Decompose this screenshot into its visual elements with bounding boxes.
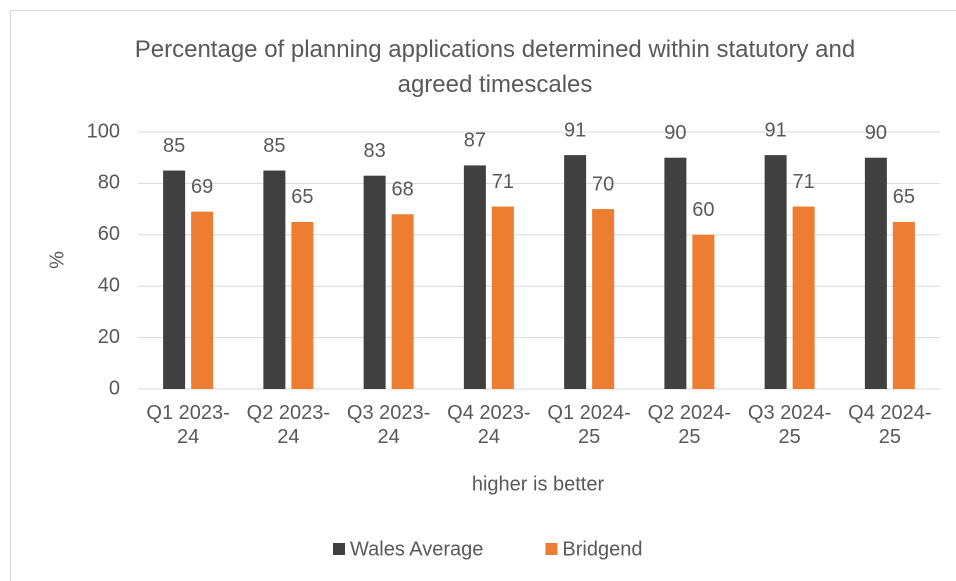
bar — [363, 175, 386, 389]
x-tick-label: Q1 2023-24 — [146, 402, 230, 448]
data-label: 70 — [592, 173, 614, 195]
data-label: 68 — [392, 179, 414, 201]
bar — [191, 211, 214, 389]
data-label: 71 — [492, 171, 514, 193]
legend-swatch — [545, 543, 558, 555]
legend-label: Bridgend — [562, 538, 642, 560]
y-axis-title: % — [46, 251, 68, 269]
bar — [564, 155, 587, 389]
x-tick-label: Q1 2024-25 — [547, 402, 631, 448]
data-label: 91 — [765, 119, 787, 141]
data-label: 85 — [163, 135, 185, 157]
x-tick-label: Q2 2024-25 — [647, 402, 732, 448]
data-label: 91 — [564, 119, 586, 141]
bar — [892, 221, 915, 389]
legend-swatch — [333, 543, 345, 555]
x-tick-label: Q4 2024-25 — [848, 402, 932, 448]
chart-border — [10, 10, 956, 581]
data-label: 83 — [364, 140, 386, 162]
data-label: 87 — [464, 130, 486, 152]
data-label: 90 — [664, 122, 686, 144]
bar — [463, 165, 486, 389]
bar — [792, 206, 815, 389]
x-tick-label: Q3 2024-25 — [747, 402, 832, 448]
data-label: 69 — [191, 176, 213, 198]
bar — [491, 206, 514, 389]
x-tick-label: Q4 2023-24 — [447, 402, 531, 448]
legend-label: Wales Average — [350, 538, 483, 560]
y-tick-label: 100 — [87, 120, 120, 142]
y-tick-label: 40 — [98, 274, 120, 296]
x-tick-label: Q3 2023-24 — [346, 402, 431, 448]
chart-title: Percentage of planning applications dete… — [134, 36, 856, 98]
bar — [664, 157, 687, 389]
y-tick-label: 60 — [98, 223, 120, 245]
data-label: 65 — [893, 186, 915, 208]
bar — [864, 157, 887, 389]
x-tick-label: Q2 2023-24 — [246, 402, 331, 448]
bar — [291, 221, 314, 389]
y-tick-label: 0 — [109, 377, 120, 399]
bar — [391, 214, 414, 389]
bar — [263, 170, 286, 389]
data-label: 71 — [793, 171, 815, 193]
bar — [764, 155, 787, 389]
bar — [692, 234, 715, 389]
data-label: 85 — [263, 135, 285, 157]
data-label: 60 — [692, 199, 714, 221]
bar — [592, 209, 615, 389]
y-tick-label: 80 — [98, 172, 120, 194]
y-tick-label: 20 — [98, 326, 120, 348]
data-label: 65 — [291, 186, 313, 208]
bar — [163, 170, 186, 389]
data-label: 90 — [865, 122, 887, 144]
x-axis-title: higher is better — [472, 473, 605, 495]
